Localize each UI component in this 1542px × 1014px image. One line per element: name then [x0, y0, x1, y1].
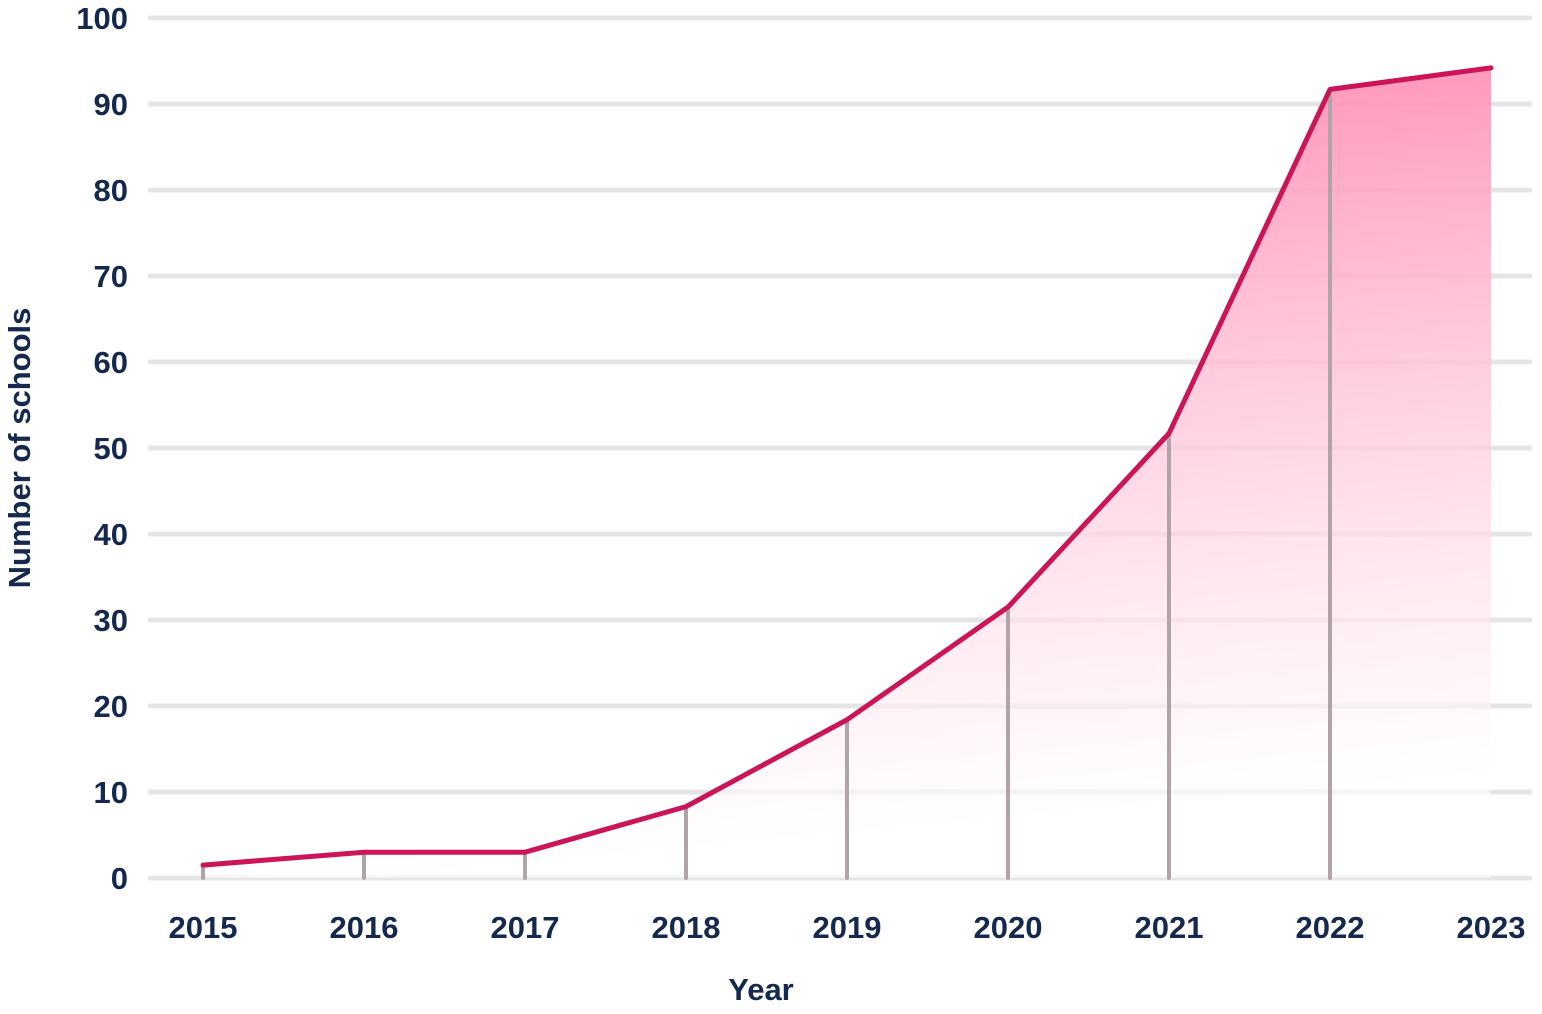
y-tick-label: 80: [94, 173, 128, 208]
x-tick-label: 2015: [169, 910, 238, 945]
y-tick-label: 20: [94, 689, 128, 724]
y-tick-label: 50: [94, 431, 128, 466]
x-tick-label: 2019: [813, 910, 882, 945]
x-tick-label: 2021: [1135, 910, 1204, 945]
gridlines: [147, 15, 1533, 881]
x-tick-label: 2022: [1296, 910, 1365, 945]
x-axis-label: Year: [728, 972, 794, 1007]
x-tick-labels: 2015 2016 2017 2018 2019 2020 2021 2022 2023: [169, 910, 1526, 945]
y-tick-label: 70: [94, 259, 128, 294]
y-tick-label: 0: [111, 861, 128, 896]
x-tick-label: 2018: [652, 910, 721, 945]
y-axis-label: Number of schools: [2, 308, 37, 589]
y-tick-labels: 0 10 20 30 40 50 60 70 80 90 100: [76, 1, 128, 896]
series-line: [200, 65, 1494, 868]
x-tick-label: 2016: [330, 910, 399, 945]
y-tick-label: 60: [94, 345, 128, 380]
y-tick-label: 100: [76, 1, 128, 36]
y-tick-label: 90: [94, 87, 128, 122]
drop-lines: [201, 87, 1332, 880]
x-tick-label: 2020: [974, 910, 1043, 945]
x-tick-label: 2023: [1457, 910, 1526, 945]
y-tick-label: 30: [94, 603, 128, 638]
y-tick-label: 40: [94, 517, 128, 552]
y-tick-label: 10: [94, 775, 128, 810]
x-tick-label: 2017: [491, 910, 560, 945]
